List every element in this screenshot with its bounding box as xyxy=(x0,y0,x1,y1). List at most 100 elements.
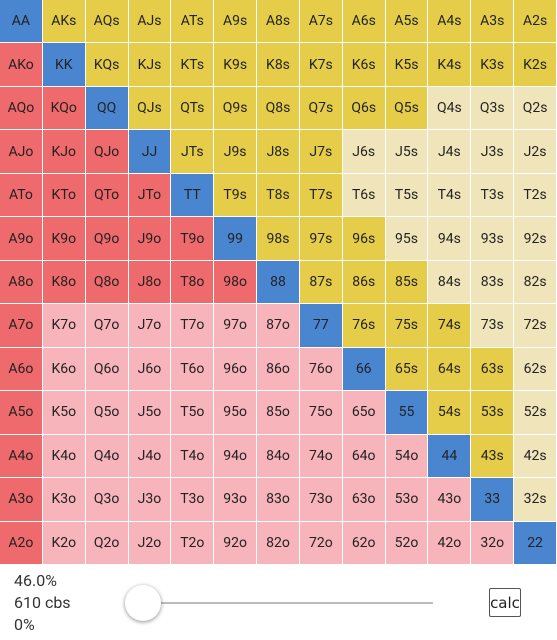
hand-cell[interactable]: T5s xyxy=(385,173,429,218)
hand-cell[interactable]: QTo xyxy=(85,173,129,218)
hand-cell[interactable]: ATs xyxy=(171,0,215,44)
hand-cell[interactable]: 54s xyxy=(428,391,472,435)
hand-cell[interactable]: ATo xyxy=(0,173,43,218)
hand-cell[interactable]: Q2s xyxy=(514,86,557,131)
hand-cell[interactable]: 73o xyxy=(299,478,343,522)
hand-cell[interactable]: J9o xyxy=(128,217,172,261)
hand-cell[interactable]: Q7s xyxy=(299,86,343,131)
hand-cell[interactable]: J2s xyxy=(514,130,557,174)
hand-cell[interactable]: A5o xyxy=(0,391,43,435)
hand-cell[interactable]: A6o xyxy=(0,347,43,392)
hand-cell[interactable]: QJs xyxy=(128,86,172,131)
hand-cell[interactable]: 72o xyxy=(299,521,343,565)
hand-cell[interactable]: 65o xyxy=(342,391,386,435)
hand-cell[interactable]: A9s xyxy=(214,0,258,44)
hand-cell[interactable]: 53o xyxy=(385,478,429,522)
calc-button[interactable]: calc xyxy=(489,588,521,617)
hand-cell[interactable]: A3s xyxy=(471,0,515,44)
hand-cell[interactable]: J7o xyxy=(128,304,172,348)
hand-cell[interactable]: Q8o xyxy=(85,260,129,305)
hand-cell[interactable]: K9s xyxy=(214,43,258,87)
hand-cell[interactable]: 63s xyxy=(471,347,515,392)
hand-cell[interactable]: AQs xyxy=(85,0,129,44)
hand-cell[interactable]: Q3s xyxy=(471,86,515,131)
slider-thumb[interactable] xyxy=(125,585,161,621)
hand-cell[interactable]: A7s xyxy=(299,0,343,44)
hand-cell[interactable]: T5o xyxy=(171,391,215,435)
hand-cell[interactable]: 32o xyxy=(471,521,515,565)
hand-cell[interactable]: T8s xyxy=(257,173,300,218)
hand-cell[interactable]: A4s xyxy=(428,0,472,44)
hand-cell[interactable]: 53s xyxy=(471,391,515,435)
hand-cell[interactable]: 22 xyxy=(514,521,557,565)
hand-cell[interactable]: QQ xyxy=(85,86,129,131)
hand-cell[interactable]: A3o xyxy=(0,478,43,522)
hand-cell[interactable]: T4s xyxy=(428,173,472,218)
hand-cell[interactable]: A5s xyxy=(385,0,429,44)
hand-cell[interactable]: Q4s xyxy=(428,86,472,131)
hand-cell[interactable]: K3s xyxy=(471,43,515,87)
hand-cell[interactable]: J3s xyxy=(471,130,515,174)
hand-cell[interactable]: AKo xyxy=(0,43,43,87)
hand-cell[interactable]: 42o xyxy=(428,521,472,565)
hand-cell[interactable]: T2s xyxy=(514,173,557,218)
hand-cell[interactable]: 84s xyxy=(428,260,472,305)
hand-cell[interactable]: 84o xyxy=(257,434,300,479)
hand-cell[interactable]: 76o xyxy=(299,347,343,392)
hand-cell[interactable]: 83s xyxy=(471,260,515,305)
hand-cell[interactable]: 33 xyxy=(471,478,515,522)
hand-cell[interactable]: K5s xyxy=(385,43,429,87)
hand-cell[interactable]: K9o xyxy=(42,217,86,261)
hand-cell[interactable]: 98o xyxy=(214,260,258,305)
hand-cell[interactable]: 93s xyxy=(471,217,515,261)
hand-cell[interactable]: AJs xyxy=(128,0,172,44)
hand-cell[interactable]: T7s xyxy=(299,173,343,218)
hand-cell[interactable]: 99 xyxy=(214,217,258,261)
hand-cell[interactable]: 96s xyxy=(342,217,386,261)
hand-cell[interactable]: K7o xyxy=(42,304,86,348)
hand-cell[interactable]: 64o xyxy=(342,434,386,479)
hand-cell[interactable]: 75s xyxy=(385,304,429,348)
hand-cell[interactable]: KJo xyxy=(42,130,86,174)
hand-cell[interactable]: 74o xyxy=(299,434,343,479)
hand-cell[interactable]: 75o xyxy=(299,391,343,435)
hand-cell[interactable]: J8s xyxy=(257,130,300,174)
hand-cell[interactable]: T6o xyxy=(171,347,215,392)
hand-cell[interactable]: 42s xyxy=(514,434,557,479)
hand-cell[interactable]: Q6o xyxy=(85,347,129,392)
hand-cell[interactable]: K2s xyxy=(514,43,557,87)
hand-cell[interactable]: Q8s xyxy=(257,86,300,131)
hand-cell[interactable]: K8o xyxy=(42,260,86,305)
hand-cell[interactable]: 82s xyxy=(514,260,557,305)
hand-cell[interactable]: J5o xyxy=(128,391,172,435)
hand-cell[interactable]: AKs xyxy=(42,0,86,44)
hand-cell[interactable]: A2s xyxy=(514,0,557,44)
hand-cell[interactable]: K2o xyxy=(42,521,86,565)
hand-cell[interactable]: J9s xyxy=(214,130,258,174)
hand-cell[interactable]: 64s xyxy=(428,347,472,392)
hand-cell[interactable]: K3o xyxy=(42,478,86,522)
hand-cell[interactable]: K5o xyxy=(42,391,86,435)
hand-cell[interactable]: 65s xyxy=(385,347,429,392)
hand-cell[interactable]: K6o xyxy=(42,347,86,392)
hand-cell[interactable]: Q5s xyxy=(385,86,429,131)
hand-cell[interactable]: 72s xyxy=(514,304,557,348)
hand-cell[interactable]: KJs xyxy=(128,43,172,87)
hand-cell[interactable]: Q7o xyxy=(85,304,129,348)
hand-cell[interactable]: 63o xyxy=(342,478,386,522)
hand-cell[interactable]: A8s xyxy=(257,0,300,44)
hand-cell[interactable]: 95o xyxy=(214,391,258,435)
hand-cell[interactable]: J3o xyxy=(128,478,172,522)
hand-cell[interactable]: AJo xyxy=(0,130,43,174)
hand-cell[interactable]: QJo xyxy=(85,130,129,174)
hand-cell[interactable]: 87o xyxy=(257,304,300,348)
hand-cell[interactable]: 55 xyxy=(385,391,429,435)
hand-cell[interactable]: 92o xyxy=(214,521,258,565)
hand-cell[interactable]: 32s xyxy=(514,478,557,522)
hand-cell[interactable]: J7s xyxy=(299,130,343,174)
hand-cell[interactable]: Q6s xyxy=(342,86,386,131)
hand-cell[interactable]: K8s xyxy=(257,43,300,87)
hand-cell[interactable]: J4o xyxy=(128,434,172,479)
hand-cell[interactable]: 82o xyxy=(257,521,300,565)
hand-cell[interactable]: 85o xyxy=(257,391,300,435)
